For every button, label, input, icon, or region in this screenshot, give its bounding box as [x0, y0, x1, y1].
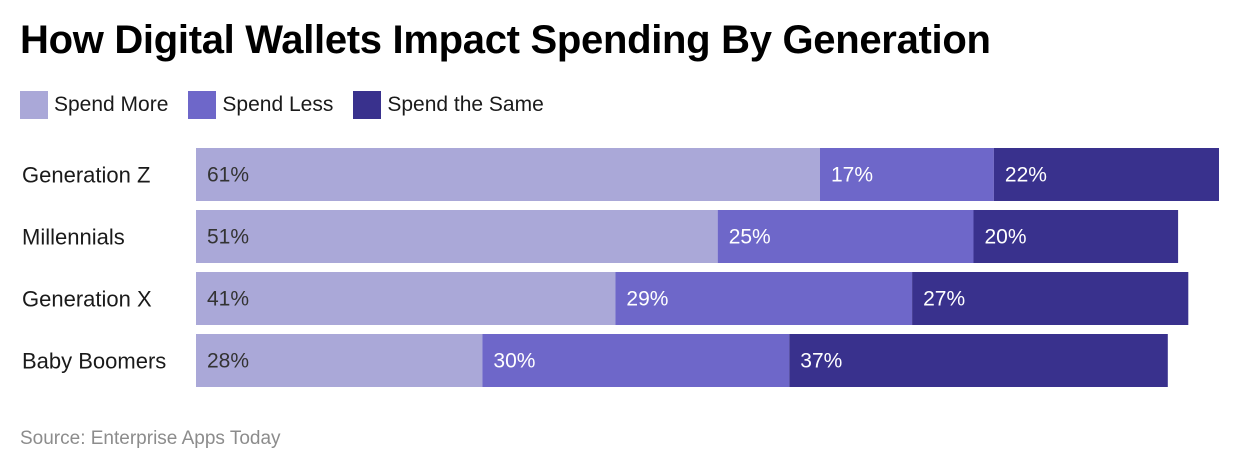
category-label-generation-z: Generation Z [22, 163, 150, 188]
legend-label-spend-more: Spend More [54, 93, 169, 116]
data-label-baby-boomers-spend-less: 30% [493, 350, 535, 373]
legend: Spend More Spend Less Spend the Same [20, 91, 544, 119]
bar-generation-x-spend-the-same [912, 272, 1189, 325]
data-label-millennials-spend-more: 51% [207, 226, 249, 249]
bar-generation-z-spend-the-same [993, 148, 1219, 201]
bar-generation-x-spend-more [196, 272, 616, 325]
bar-generation-z-spend-less [820, 148, 994, 201]
bar-baby-boomers-spend-less [482, 334, 790, 387]
bar-area: Generation Z 61% 17% 22% Millennials 51% 25% 20… [22, 148, 1219, 387]
category-label-baby-boomers: Baby Boomers [22, 349, 166, 374]
data-label-millennials-spend-the-same: 20% [985, 226, 1027, 249]
data-label-generation-x-spend-less: 29% [626, 288, 668, 311]
bar-baby-boomers-spend-more [196, 334, 483, 387]
bar-millennials-spend-more [196, 210, 718, 263]
data-label-generation-x-spend-the-same: 27% [923, 288, 965, 311]
legend-item-spend-more: Spend More [20, 91, 168, 119]
data-label-generation-z-spend-more: 61% [207, 164, 249, 187]
category-label-generation-x: Generation X [22, 287, 152, 312]
bar-millennials-spend-the-same [973, 210, 1179, 263]
category-label-millennials: Millennials [22, 225, 125, 250]
source-note: Source: Enterprise Apps Today [20, 428, 281, 449]
legend-label-spend-less: Spend Less [222, 93, 334, 116]
legend-item-spend-less: Spend Less [188, 91, 333, 119]
legend-swatch-spend-less [188, 91, 217, 119]
data-label-generation-z-spend-the-same: 22% [1005, 164, 1047, 187]
data-label-generation-z-spend-less: 17% [831, 164, 873, 187]
legend-swatch-spend-more [20, 91, 48, 119]
legend-swatch-spend-the-same [353, 91, 382, 119]
chart-title: How Digital Wallets Impact Spending By G… [20, 18, 991, 62]
bar-generation-x-spend-less [615, 272, 913, 325]
data-label-baby-boomers-spend-the-same: 37% [800, 350, 842, 373]
bar-millennials-spend-less [717, 210, 974, 263]
data-label-generation-x-spend-more: 41% [207, 288, 249, 311]
data-label-baby-boomers-spend-more: 28% [207, 350, 249, 373]
bar-baby-boomers-spend-the-same [789, 334, 1168, 387]
data-label-millennials-spend-less: 25% [729, 226, 771, 249]
legend-item-spend-the-same: Spend the Same [353, 91, 544, 119]
bar-generation-z-spend-more [196, 148, 820, 201]
legend-label-spend-the-same: Spend the Same [387, 93, 544, 116]
